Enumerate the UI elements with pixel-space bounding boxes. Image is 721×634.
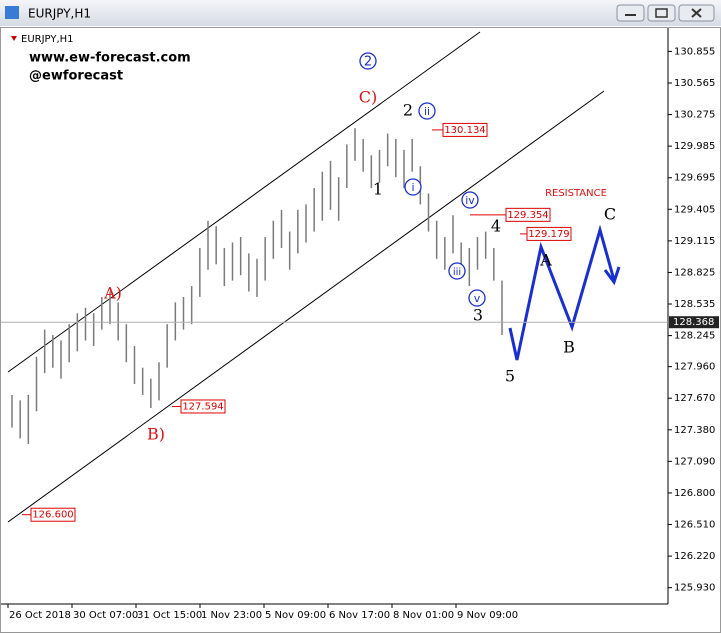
projection-path — [508, 224, 616, 361]
wave-label: ii — [424, 105, 430, 118]
y-tick-label: 127.090 — [674, 456, 715, 467]
wave-label: 5 — [505, 367, 515, 386]
level-label: 126.600 — [32, 510, 73, 521]
projection-arrow — [603, 266, 621, 286]
level-box — [442, 122, 488, 137]
wave-circle — [468, 289, 486, 307]
wave-label: 2 — [364, 55, 372, 70]
x-tick-label: 6 Nov 17:00 — [329, 610, 390, 621]
y-tick-label: 128.535 — [674, 299, 715, 310]
y-tick-label: 130.565 — [674, 78, 715, 89]
y-tick-label: 125.930 — [674, 583, 715, 594]
wave-label: RESISTANCE — [545, 188, 607, 199]
wave-label: A) — [103, 284, 122, 303]
y-tick-label: 126.220 — [674, 551, 715, 562]
wave-label: iii — [453, 267, 461, 278]
level-box — [505, 207, 551, 222]
watermark: www.ew-forecast.com — [29, 51, 191, 66]
wave-label: C) — [359, 88, 377, 107]
wave-label: i — [411, 181, 414, 194]
title-bar — [0, 0, 721, 26]
level-label: 127.594 — [182, 401, 223, 412]
channel-line — [7, 31, 481, 373]
y-tick-label: 126.510 — [674, 520, 715, 531]
x-tick-label: 8 Nov 01:00 — [393, 610, 454, 621]
x-tick-label: 5 Nov 09:00 — [265, 610, 326, 621]
window-icon — [5, 6, 19, 19]
y-tick-label: 129.695 — [674, 173, 715, 184]
level-box — [526, 226, 572, 241]
wave-label: iv — [465, 194, 475, 207]
y-tick-label: 129.985 — [674, 141, 715, 152]
level-label: 129.179 — [528, 229, 569, 240]
x-tick-label: 1 Nov 23:00 — [201, 610, 262, 621]
y-tick-label: 126.800 — [674, 488, 715, 499]
x-tick-label: 30 Oct 07:00 — [73, 610, 138, 621]
y-tick-label: 127.380 — [674, 425, 715, 436]
wave-label: B) — [147, 425, 165, 444]
wave-label: 3 — [473, 306, 483, 325]
current-price-label: 128.368 — [673, 317, 714, 328]
current-price-box — [669, 316, 719, 329]
channel-line — [7, 90, 605, 523]
wave-circle — [448, 262, 466, 280]
y-tick-label: 129.405 — [674, 204, 715, 215]
y-tick-label: 128.245 — [674, 331, 715, 342]
wave-label: 1 — [373, 180, 383, 199]
minimize-button[interactable] — [616, 4, 645, 22]
symbol-marker — [11, 36, 17, 41]
y-tick-label: 127.960 — [674, 362, 715, 373]
y-tick-label: 128.825 — [674, 267, 715, 278]
wave-label: A — [539, 251, 552, 270]
wave-circle — [359, 52, 377, 70]
y-tick-label: 130.855 — [674, 46, 715, 57]
y-tick-label: 127.670 — [674, 393, 715, 404]
level-label: 129.354 — [507, 210, 548, 221]
wave-circle — [461, 191, 479, 209]
x-tick-label: 26 Oct 2018 — [9, 610, 71, 621]
wave-circle — [418, 102, 436, 120]
wave-label: B — [563, 338, 575, 357]
window-title: EURJPY,H1 — [28, 7, 91, 21]
wave-label: 4 — [491, 217, 501, 236]
wave-label: v — [474, 292, 481, 305]
maximize-button[interactable] — [647, 4, 676, 22]
maximize-icon — [655, 8, 668, 18]
chart-area — [0, 27, 721, 633]
level-box — [180, 399, 226, 414]
wave-circle — [404, 178, 422, 196]
symbol-label: EURJPY,H1 — [21, 34, 74, 45]
wave-label: C — [604, 205, 616, 224]
close-icon — [691, 8, 702, 18]
y-tick-label: 130.275 — [674, 110, 715, 121]
y-tick-label: 129.115 — [674, 236, 715, 247]
wave-label: 2 — [403, 101, 413, 120]
x-tick-label: 31 Oct 15:00 — [137, 610, 202, 621]
watermark: @ewforecast — [29, 69, 123, 84]
level-box — [30, 507, 76, 522]
level-label: 130.134 — [444, 125, 485, 136]
x-tick-label: 9 Nov 09:00 — [457, 610, 518, 621]
